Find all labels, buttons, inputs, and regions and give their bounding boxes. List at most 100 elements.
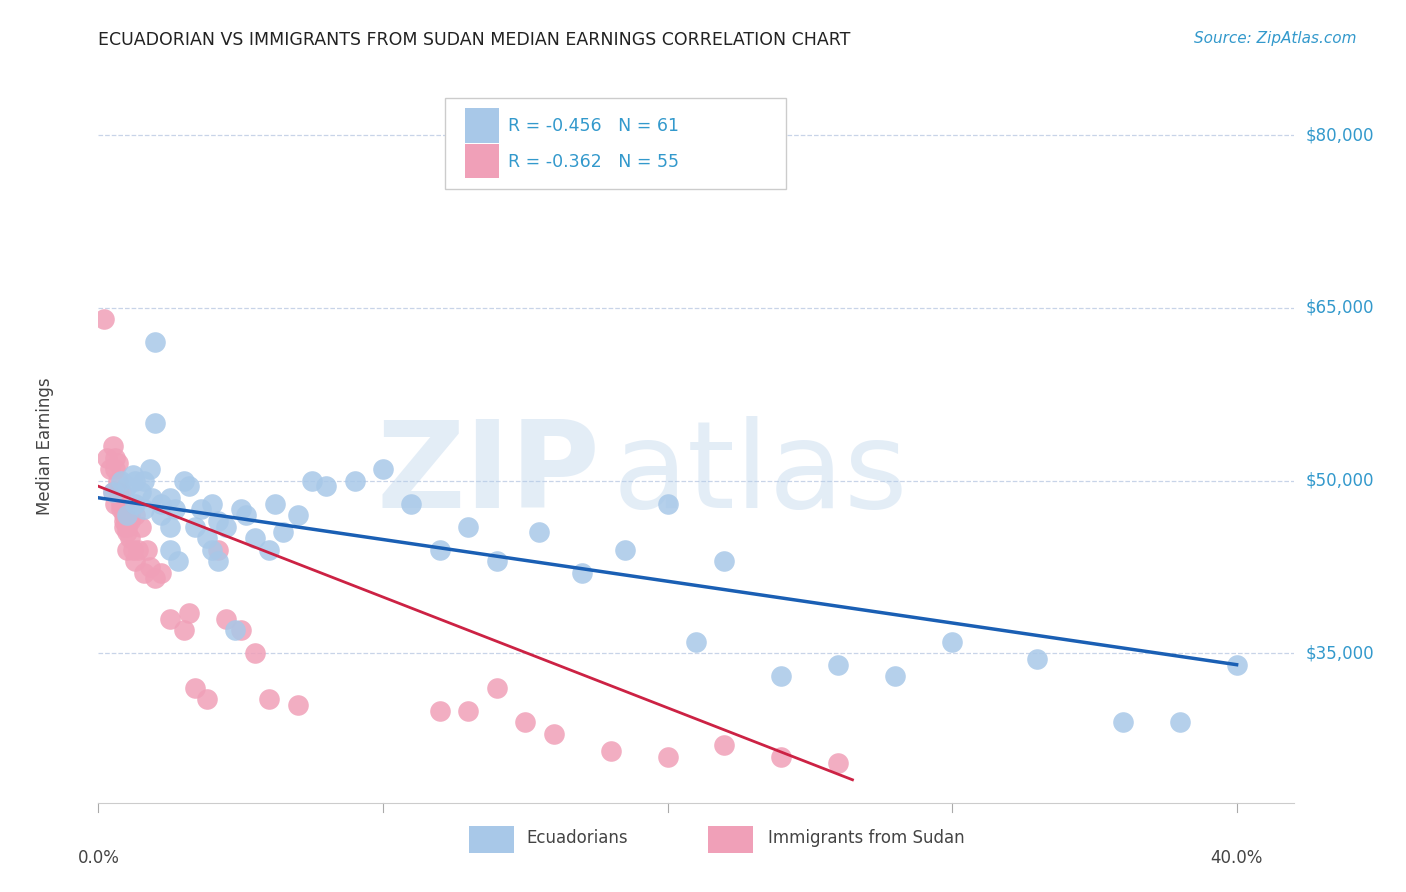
Point xyxy=(150,497,173,511)
Point xyxy=(941,634,963,648)
Point xyxy=(713,738,735,752)
Point xyxy=(112,508,135,522)
Point xyxy=(243,531,266,545)
Point xyxy=(515,715,537,730)
Point xyxy=(201,497,224,511)
Point xyxy=(138,559,160,574)
Point xyxy=(657,749,679,764)
Point xyxy=(167,554,190,568)
Point xyxy=(135,542,157,557)
Point xyxy=(93,312,115,326)
Text: Source: ZipAtlas.com: Source: ZipAtlas.com xyxy=(1194,31,1357,46)
Point xyxy=(121,467,143,482)
Point xyxy=(132,474,155,488)
Point xyxy=(257,692,280,706)
Point xyxy=(115,525,138,540)
Text: 40.0%: 40.0% xyxy=(1211,849,1263,867)
Point xyxy=(107,474,129,488)
Point xyxy=(195,531,218,545)
Point xyxy=(124,474,146,488)
Point xyxy=(132,566,155,580)
Point xyxy=(429,542,451,557)
FancyBboxPatch shape xyxy=(465,145,499,178)
Point xyxy=(287,508,309,522)
Text: R = -0.456   N = 61: R = -0.456 N = 61 xyxy=(509,118,679,136)
Point xyxy=(401,497,423,511)
Point xyxy=(224,623,246,637)
Point xyxy=(215,612,238,626)
Point xyxy=(190,502,212,516)
Point xyxy=(229,623,252,637)
Point xyxy=(457,704,479,718)
Point xyxy=(101,485,124,500)
Point xyxy=(118,508,141,522)
Point xyxy=(124,508,146,522)
Point xyxy=(457,519,479,533)
Text: Immigrants from Sudan: Immigrants from Sudan xyxy=(768,830,965,847)
Point xyxy=(315,479,337,493)
Point xyxy=(101,439,124,453)
Point xyxy=(485,554,508,568)
FancyBboxPatch shape xyxy=(465,109,499,143)
Text: ZIP: ZIP xyxy=(377,416,600,533)
Point xyxy=(98,462,121,476)
Point xyxy=(1112,715,1135,730)
Point xyxy=(173,474,195,488)
Point xyxy=(229,502,252,516)
Point xyxy=(207,542,229,557)
Point xyxy=(273,525,295,540)
Text: Ecuadorians: Ecuadorians xyxy=(526,830,628,847)
Point xyxy=(104,497,127,511)
Point xyxy=(110,474,132,488)
Point xyxy=(1226,657,1249,672)
Point xyxy=(571,566,593,580)
Point xyxy=(429,704,451,718)
Point xyxy=(179,606,201,620)
Point xyxy=(143,571,166,585)
Point xyxy=(179,479,201,493)
Point xyxy=(115,519,138,533)
Text: atlas: atlas xyxy=(612,416,908,533)
Point xyxy=(118,531,141,545)
Point xyxy=(243,646,266,660)
Point xyxy=(301,474,323,488)
Point xyxy=(112,519,135,533)
Point xyxy=(124,497,146,511)
Text: R = -0.362   N = 55: R = -0.362 N = 55 xyxy=(509,153,679,171)
Point xyxy=(115,542,138,557)
Point xyxy=(159,612,181,626)
Text: 0.0%: 0.0% xyxy=(77,849,120,867)
Point xyxy=(107,485,129,500)
Point xyxy=(184,681,207,695)
FancyBboxPatch shape xyxy=(444,98,786,189)
Point xyxy=(150,508,173,522)
Point xyxy=(101,485,124,500)
Point xyxy=(112,514,135,528)
Point xyxy=(201,542,224,557)
Point xyxy=(138,462,160,476)
Point xyxy=(129,485,152,500)
Point xyxy=(485,681,508,695)
Point xyxy=(159,542,181,557)
Point xyxy=(107,456,129,470)
Point xyxy=(263,497,285,511)
Point xyxy=(143,416,166,430)
Point xyxy=(143,335,166,350)
Point xyxy=(657,497,679,511)
Point xyxy=(110,502,132,516)
Text: $50,000: $50,000 xyxy=(1305,472,1374,490)
Point xyxy=(118,514,141,528)
Point xyxy=(110,497,132,511)
Point xyxy=(215,519,238,533)
Point xyxy=(110,485,132,500)
Point xyxy=(184,519,207,533)
Text: ECUADORIAN VS IMMIGRANTS FROM SUDAN MEDIAN EARNINGS CORRELATION CHART: ECUADORIAN VS IMMIGRANTS FROM SUDAN MEDI… xyxy=(98,31,851,49)
Point xyxy=(127,542,149,557)
Point xyxy=(165,502,187,516)
Point xyxy=(159,491,181,505)
Text: $80,000: $80,000 xyxy=(1305,127,1374,145)
Point xyxy=(343,474,366,488)
Point xyxy=(599,744,621,758)
Point xyxy=(132,502,155,516)
FancyBboxPatch shape xyxy=(709,826,754,853)
